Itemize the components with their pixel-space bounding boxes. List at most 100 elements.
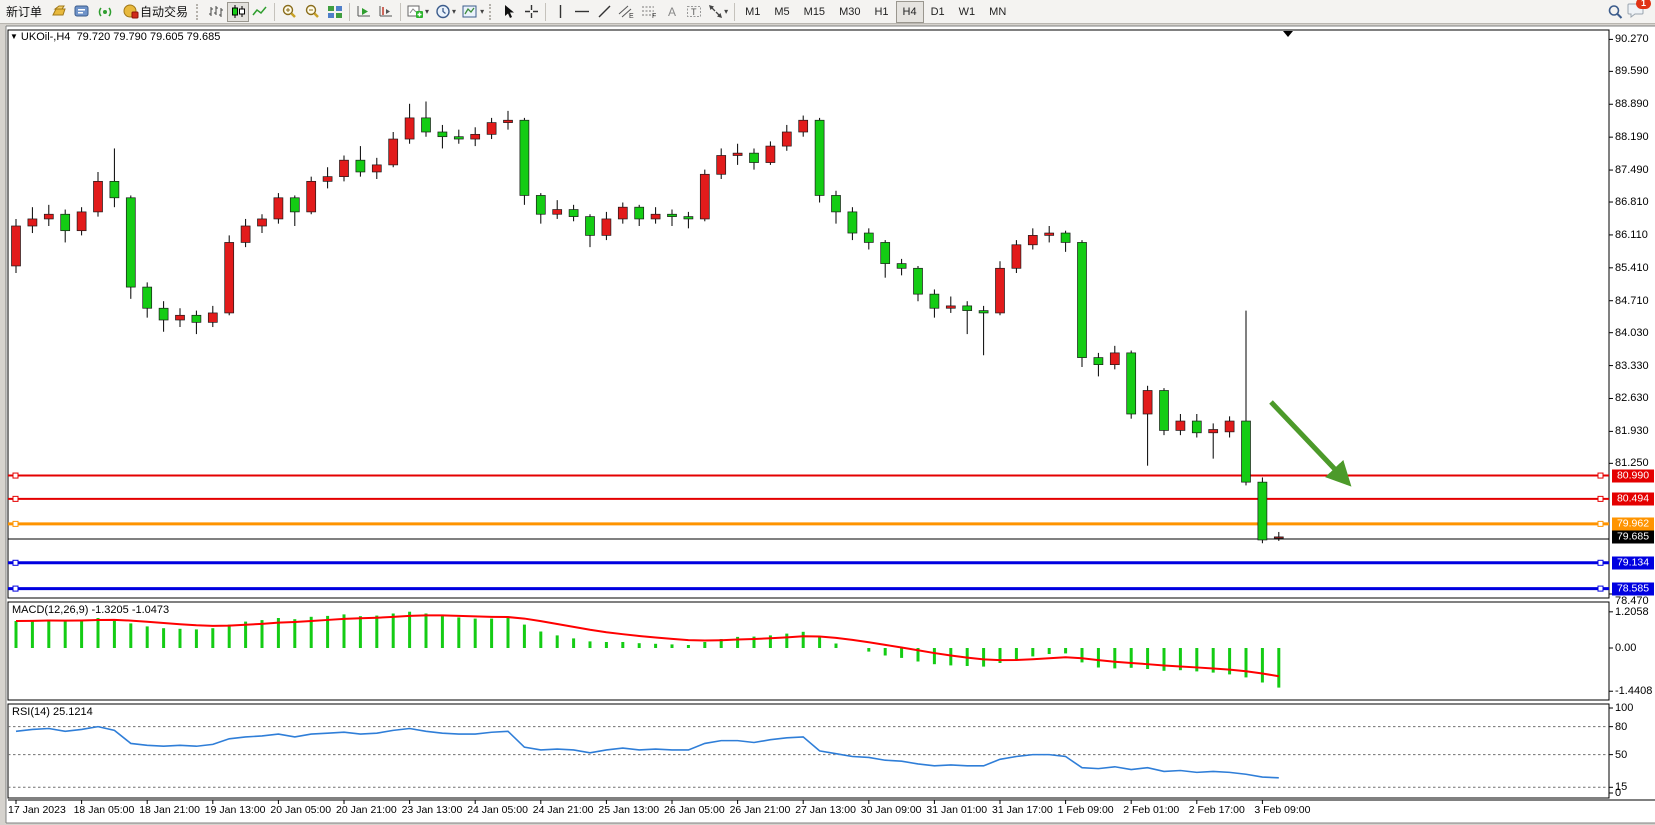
candle-34 bbox=[568, 204, 579, 222]
market-watch-icon[interactable] bbox=[71, 2, 94, 22]
hline-78.585[interactable] bbox=[8, 585, 1609, 592]
candle-51 bbox=[847, 207, 858, 241]
text-label-icon[interactable]: T bbox=[683, 2, 705, 22]
candle-49 bbox=[814, 117, 825, 203]
candle-36 bbox=[601, 211, 612, 241]
macd-signal-line bbox=[15, 614, 1279, 678]
candle-70 bbox=[1159, 388, 1169, 436]
candle-67 bbox=[1109, 345, 1120, 370]
candle-42 bbox=[699, 169, 710, 222]
candle-48 bbox=[798, 115, 809, 137]
chat-button[interactable]: 1 bbox=[1627, 0, 1651, 21]
timeframe-h4[interactable]: H4 bbox=[895, 0, 924, 23]
new-order-button[interactable]: 新订单 bbox=[6, 5, 43, 19]
candle-24 bbox=[404, 103, 415, 144]
hline-79.962[interactable] bbox=[8, 520, 1609, 527]
candle-57 bbox=[945, 296, 956, 313]
text-icon[interactable]: A bbox=[661, 2, 683, 22]
candle-41 bbox=[683, 211, 694, 229]
line-chart-icon[interactable] bbox=[249, 2, 271, 22]
period-clock-icon bbox=[436, 4, 450, 19]
candle-68 bbox=[1126, 350, 1137, 419]
chevron-down-icon: ▾ bbox=[425, 7, 430, 16]
timeframe-m1[interactable]: M1 bbox=[745, 5, 761, 18]
candle-59 bbox=[978, 305, 989, 356]
toolbar-separator bbox=[545, 2, 547, 21]
panel-frames bbox=[7, 29, 1655, 801]
candle-61 bbox=[1011, 240, 1022, 273]
zoom-in-icon[interactable] bbox=[278, 2, 301, 22]
candle-44 bbox=[732, 143, 743, 165]
candle-33 bbox=[552, 200, 563, 219]
vertical-line-icon[interactable] bbox=[549, 2, 571, 22]
toolbar-separator bbox=[400, 2, 402, 21]
timeframe-m30[interactable]: M30 bbox=[839, 5, 861, 18]
ohlc-values: 79.720 79.790 79.605 79.685 bbox=[76, 31, 221, 43]
candle-0 bbox=[11, 218, 21, 273]
symbol-period-label: UKOil-,H4 bbox=[20, 31, 71, 43]
price-chart-canvas[interactable] bbox=[0, 24, 1655, 825]
candle-74 bbox=[1224, 416, 1235, 438]
add-indicator-button[interactable]: ▾ bbox=[404, 2, 432, 22]
chart-shift-marker[interactable] bbox=[1283, 31, 1293, 37]
arrows-button[interactable]: ▾ bbox=[705, 2, 731, 22]
horizontal-line-icon[interactable] bbox=[571, 2, 593, 22]
candle-11 bbox=[191, 310, 202, 335]
candle-63 bbox=[1044, 225, 1055, 243]
candle-23 bbox=[388, 131, 399, 168]
candle-5 bbox=[93, 171, 103, 217]
timeframe-mn[interactable]: MN bbox=[989, 5, 1007, 18]
price-lines-layer bbox=[8, 472, 1609, 592]
crosshair-icon[interactable] bbox=[520, 2, 542, 22]
timeframe-m5[interactable]: M5 bbox=[774, 5, 790, 18]
svg-text:F: F bbox=[652, 13, 656, 19]
candle-28 bbox=[470, 127, 481, 147]
zoom-out-icon[interactable] bbox=[301, 2, 324, 22]
svg-text:A: A bbox=[668, 5, 676, 19]
fibonacci-icon[interactable]: F bbox=[638, 2, 661, 22]
toolbar-grip bbox=[489, 3, 496, 20]
svg-text:E: E bbox=[629, 13, 634, 19]
template-button[interactable]: ▾ bbox=[459, 2, 487, 22]
search-icon[interactable] bbox=[1604, 2, 1627, 22]
chart-window[interactable]: 90.270 89.590 88.890 88.190 87.490 86.810 86.1… bbox=[0, 24, 1655, 825]
timeframe-m15[interactable]: M15 bbox=[803, 5, 826, 18]
hline-79.134[interactable] bbox=[8, 559, 1609, 566]
symbol-dropdown-icon[interactable]: ▼ bbox=[10, 32, 18, 41]
candle-15 bbox=[257, 214, 267, 234]
candle-22 bbox=[371, 157, 382, 179]
toolbar-separator bbox=[274, 2, 276, 21]
chart-shift-icon[interactable] bbox=[375, 2, 397, 22]
autotrading-icon bbox=[123, 4, 139, 19]
chevron-down-icon: ▾ bbox=[452, 7, 457, 16]
candle-30 bbox=[503, 110, 513, 130]
candle-37 bbox=[617, 202, 628, 224]
tile-windows-icon[interactable] bbox=[324, 2, 346, 22]
cursor-icon[interactable] bbox=[498, 2, 520, 22]
candle-75 bbox=[1241, 310, 1251, 486]
auto-scroll-icon[interactable] bbox=[353, 2, 375, 22]
hline-80.494[interactable] bbox=[8, 495, 1609, 502]
candle-14 bbox=[240, 218, 251, 248]
equidistant-channel-icon[interactable]: E bbox=[615, 2, 638, 22]
candle-73 bbox=[1208, 423, 1219, 459]
candle-62 bbox=[1027, 228, 1038, 250]
gold-ingot-icon[interactable] bbox=[48, 2, 71, 22]
trendline-icon[interactable] bbox=[593, 2, 615, 22]
timeframe-w1[interactable]: W1 bbox=[958, 5, 976, 18]
candlestick-chart-icon[interactable] bbox=[227, 1, 250, 22]
candle-6 bbox=[109, 148, 120, 208]
candle-31 bbox=[519, 117, 530, 205]
timeframe-d1[interactable]: D1 bbox=[930, 5, 945, 18]
candle-16 bbox=[273, 193, 284, 224]
candle-32 bbox=[535, 193, 546, 224]
timeframe-h1[interactable]: H1 bbox=[874, 5, 889, 18]
candle-29 bbox=[486, 117, 497, 140]
axis-ticks bbox=[15, 38, 1613, 804]
signals-icon[interactable] bbox=[94, 2, 117, 22]
period-clock-button[interactable]: ▾ bbox=[432, 2, 459, 22]
bar-chart-icon[interactable] bbox=[205, 2, 227, 22]
trend-arrow[interactable] bbox=[1269, 400, 1352, 487]
autotrading-button[interactable]: 自动交易 bbox=[117, 2, 194, 22]
candle-60 bbox=[995, 261, 1005, 316]
